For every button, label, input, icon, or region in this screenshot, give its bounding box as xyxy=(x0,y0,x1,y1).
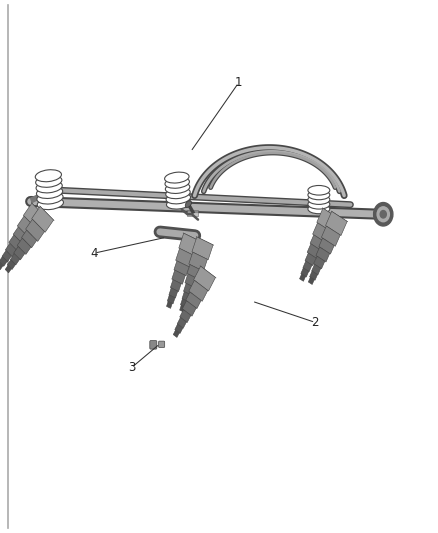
Polygon shape xyxy=(310,235,325,251)
Polygon shape xyxy=(18,216,36,238)
Ellipse shape xyxy=(185,201,191,207)
Polygon shape xyxy=(316,247,330,262)
Circle shape xyxy=(380,211,386,218)
Ellipse shape xyxy=(37,198,64,209)
Polygon shape xyxy=(173,330,179,337)
Ellipse shape xyxy=(37,192,63,204)
Ellipse shape xyxy=(308,185,330,195)
Ellipse shape xyxy=(36,187,63,198)
Polygon shape xyxy=(170,280,181,292)
Polygon shape xyxy=(180,299,188,308)
Polygon shape xyxy=(186,292,201,309)
Polygon shape xyxy=(180,310,191,322)
Polygon shape xyxy=(319,238,334,254)
Polygon shape xyxy=(313,223,332,243)
Polygon shape xyxy=(21,230,37,248)
Text: 1: 1 xyxy=(235,76,243,89)
Polygon shape xyxy=(182,301,196,316)
Polygon shape xyxy=(174,261,189,276)
Polygon shape xyxy=(184,284,194,295)
FancyBboxPatch shape xyxy=(159,341,165,348)
Polygon shape xyxy=(312,264,321,275)
Polygon shape xyxy=(189,252,207,271)
Polygon shape xyxy=(14,247,25,260)
Polygon shape xyxy=(31,193,43,203)
Ellipse shape xyxy=(165,172,189,183)
Polygon shape xyxy=(175,324,183,334)
Polygon shape xyxy=(26,219,45,241)
Polygon shape xyxy=(314,256,325,269)
Polygon shape xyxy=(200,265,216,278)
Polygon shape xyxy=(167,295,175,304)
Polygon shape xyxy=(39,206,54,221)
Ellipse shape xyxy=(35,169,61,182)
Polygon shape xyxy=(322,208,339,219)
Polygon shape xyxy=(300,274,305,281)
Polygon shape xyxy=(180,305,185,312)
Polygon shape xyxy=(172,270,185,284)
Ellipse shape xyxy=(166,188,190,199)
Polygon shape xyxy=(23,203,45,229)
Polygon shape xyxy=(0,256,7,266)
Text: 3: 3 xyxy=(128,361,135,374)
Ellipse shape xyxy=(35,175,62,187)
Polygon shape xyxy=(183,233,201,241)
Polygon shape xyxy=(187,210,198,216)
Polygon shape xyxy=(192,237,213,260)
Polygon shape xyxy=(331,211,348,222)
Polygon shape xyxy=(176,248,194,268)
Polygon shape xyxy=(325,212,347,236)
Polygon shape xyxy=(182,292,191,302)
Polygon shape xyxy=(305,253,316,265)
Polygon shape xyxy=(321,226,340,246)
Polygon shape xyxy=(307,244,321,259)
Polygon shape xyxy=(301,268,309,277)
Polygon shape xyxy=(2,251,11,262)
Ellipse shape xyxy=(308,190,330,200)
Polygon shape xyxy=(308,277,314,285)
Polygon shape xyxy=(11,254,20,265)
Polygon shape xyxy=(310,271,318,280)
Polygon shape xyxy=(185,274,198,288)
Polygon shape xyxy=(194,266,215,291)
Text: 4: 4 xyxy=(90,247,98,260)
Polygon shape xyxy=(5,265,11,273)
Polygon shape xyxy=(189,280,208,301)
Polygon shape xyxy=(31,203,46,217)
Polygon shape xyxy=(32,206,53,232)
Polygon shape xyxy=(5,244,17,257)
Polygon shape xyxy=(13,227,28,245)
Polygon shape xyxy=(177,318,187,328)
Polygon shape xyxy=(17,238,31,254)
Circle shape xyxy=(374,203,393,226)
Ellipse shape xyxy=(165,177,189,188)
Polygon shape xyxy=(166,302,172,309)
Circle shape xyxy=(377,207,389,222)
Polygon shape xyxy=(7,260,15,270)
Ellipse shape xyxy=(36,181,62,193)
Ellipse shape xyxy=(308,199,330,209)
Polygon shape xyxy=(187,264,202,279)
Polygon shape xyxy=(317,208,339,232)
Ellipse shape xyxy=(166,182,190,193)
FancyBboxPatch shape xyxy=(150,341,157,349)
Ellipse shape xyxy=(308,195,330,205)
Polygon shape xyxy=(196,237,214,245)
Ellipse shape xyxy=(308,204,330,214)
Text: 2: 2 xyxy=(311,316,319,329)
Polygon shape xyxy=(169,288,178,298)
Polygon shape xyxy=(179,233,200,256)
Polygon shape xyxy=(303,261,312,272)
Ellipse shape xyxy=(166,198,191,209)
Ellipse shape xyxy=(166,193,191,204)
Polygon shape xyxy=(0,262,3,270)
Polygon shape xyxy=(9,235,23,251)
